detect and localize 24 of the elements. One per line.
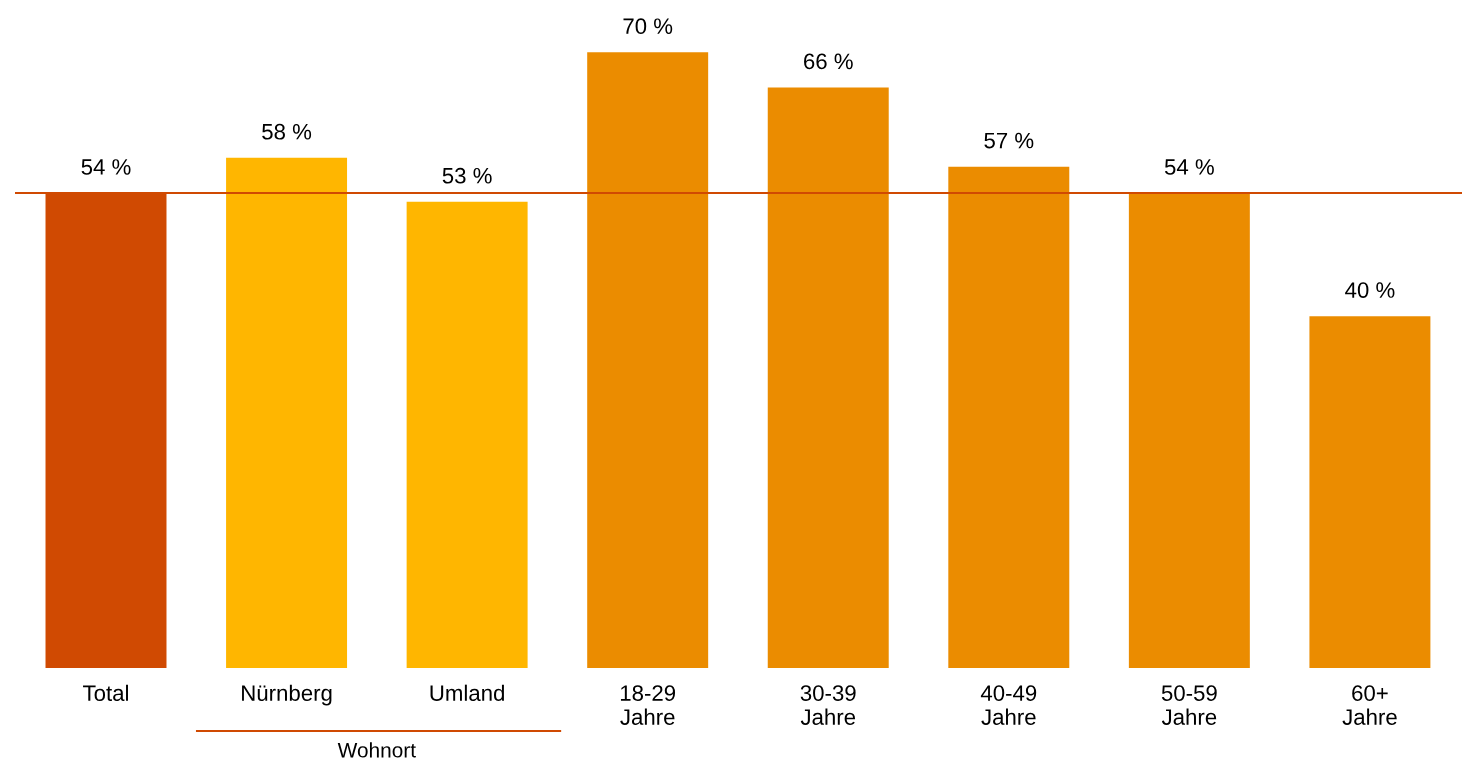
data-label: 40 %	[1345, 282, 1395, 298]
data-label: 54 %	[1164, 159, 1214, 175]
x-tick-label: Total	[83, 684, 128, 701]
bar	[1309, 316, 1431, 668]
data-label: 70 %	[623, 18, 673, 35]
x-tick-label: 50-59 Jahre	[1161, 685, 1217, 725]
data-label: 57 %	[984, 132, 1034, 149]
x-tick-label: 18-29 Jahre	[620, 685, 676, 725]
data-label: 66 %	[804, 53, 853, 70]
bar	[948, 166, 1070, 668]
data-label: 58 %	[262, 123, 312, 140]
bar	[226, 157, 348, 668]
x-tick-label: Umland	[430, 684, 504, 701]
bar	[406, 201, 528, 668]
data-label: 53 %	[442, 167, 492, 184]
x-tick-label: Nürnberg	[242, 684, 332, 706]
bar	[767, 87, 889, 668]
x-tick-label: 60+ Jahre	[1342, 685, 1397, 725]
text: Wohnort	[337, 742, 416, 758]
x-tick-label: 40-49 Jahre	[980, 685, 1037, 725]
x-tick-label: 30-39 Jahre	[800, 685, 856, 725]
bar	[587, 52, 709, 668]
data-label: 54 %	[81, 159, 131, 175]
bar	[1128, 193, 1250, 668]
